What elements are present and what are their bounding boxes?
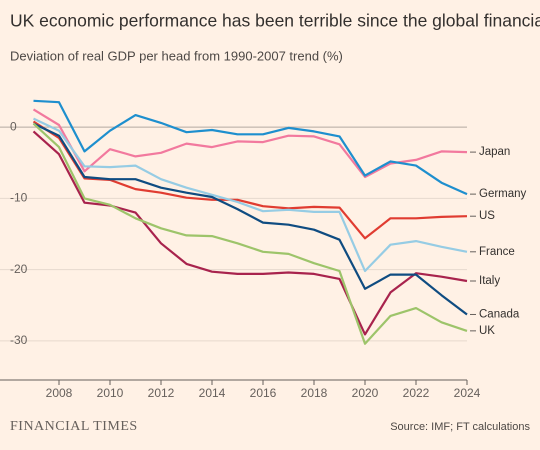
series-label: Canada bbox=[479, 309, 520, 321]
y-tick-label: -20 bbox=[10, 262, 28, 276]
series-line bbox=[33, 117, 468, 273]
chart-subtitle: Deviation of real GDP per head from 1990… bbox=[10, 48, 343, 63]
series-line bbox=[32, 130, 468, 336]
series-label: Italy bbox=[479, 275, 500, 287]
series-line bbox=[33, 122, 468, 316]
x-tick-label: 2022 bbox=[403, 386, 430, 400]
series-label: Japan bbox=[479, 146, 510, 158]
series-label: France bbox=[479, 246, 515, 258]
source: Source: IMF; FT calculations bbox=[390, 421, 530, 433]
x-tick-label: 2020 bbox=[352, 386, 379, 400]
x-tick-label: 2014 bbox=[199, 386, 226, 400]
x-tick-label: 2010 bbox=[97, 386, 124, 400]
x-tick-label: 2024 bbox=[454, 386, 481, 400]
x-tick-label: 2008 bbox=[46, 386, 73, 400]
series-label: UK bbox=[479, 325, 495, 337]
brand: FINANCIAL TIMES bbox=[10, 419, 138, 434]
y-tick-label: -30 bbox=[10, 333, 28, 347]
series-label: Germany bbox=[479, 188, 527, 200]
x-tick-label: 2012 bbox=[148, 386, 175, 400]
series-label: US bbox=[479, 210, 495, 222]
chart-title: UK economic performance has been terribl… bbox=[10, 11, 540, 31]
series-line bbox=[32, 122, 468, 345]
series-line bbox=[33, 99, 468, 196]
y-tick-label: 0 bbox=[10, 119, 17, 133]
x-tick-label: 2018 bbox=[301, 386, 328, 400]
y-tick-label: -10 bbox=[10, 191, 28, 205]
x-tick-label: 2016 bbox=[250, 386, 277, 400]
